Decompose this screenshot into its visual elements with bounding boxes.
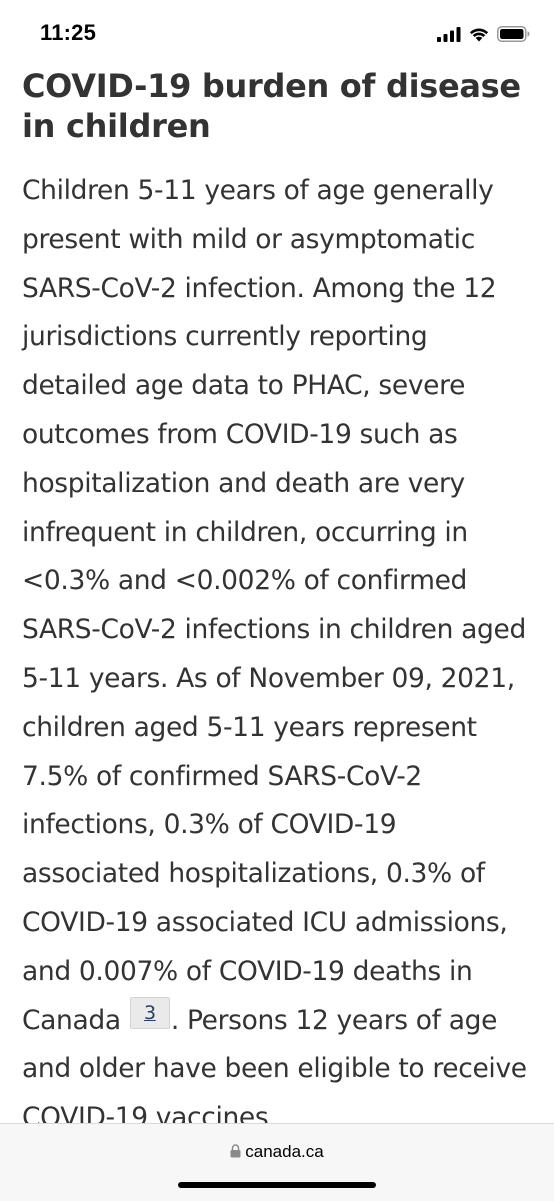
wifi-icon <box>468 26 490 42</box>
lock-icon <box>230 1143 241 1162</box>
home-indicator[interactable] <box>178 1182 376 1188</box>
article-content: COVID-19 burden of disease in children C… <box>22 66 538 1143</box>
status-time: 11:25 <box>40 20 97 45</box>
status-bar: 11:25 <box>0 0 554 66</box>
section-heading: COVID-19 burden of disease in children <box>22 67 521 145</box>
status-icons <box>437 24 530 44</box>
address-bar-content[interactable]: canada.ca <box>0 1142 554 1162</box>
footnote-link[interactable]: 3 <box>129 996 170 1029</box>
url-domain[interactable]: canada.ca <box>245 1142 324 1161</box>
address-bar[interactable]: canada.ca <box>0 1123 554 1201</box>
battery-icon <box>497 26 530 42</box>
paragraph-text: Children 5-11 years of age generally pre… <box>22 175 526 1036</box>
article-paragraph: Children 5-11 years of age generally pre… <box>22 167 538 1143</box>
signal-icon <box>437 26 461 42</box>
